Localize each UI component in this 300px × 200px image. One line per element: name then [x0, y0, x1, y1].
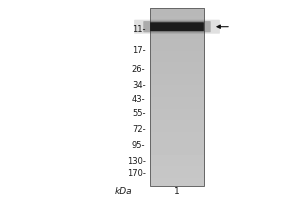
Text: 11-: 11- [132, 25, 146, 34]
Text: 1: 1 [174, 188, 180, 196]
FancyBboxPatch shape [150, 22, 204, 31]
Text: 26-: 26- [132, 65, 146, 74]
Text: 34-: 34- [132, 81, 146, 90]
FancyBboxPatch shape [134, 20, 220, 34]
Text: 17-: 17- [132, 46, 146, 55]
Text: 130-: 130- [127, 157, 146, 166]
Text: 95-: 95- [132, 141, 146, 150]
Text: 43-: 43- [132, 95, 146, 104]
Text: 55-: 55- [132, 109, 146, 118]
Text: kDa: kDa [114, 188, 132, 196]
FancyBboxPatch shape [143, 21, 211, 32]
Bar [150, 8, 204, 186]
Text: 72-: 72- [132, 125, 146, 134]
Text: 170-: 170- [127, 169, 146, 178]
